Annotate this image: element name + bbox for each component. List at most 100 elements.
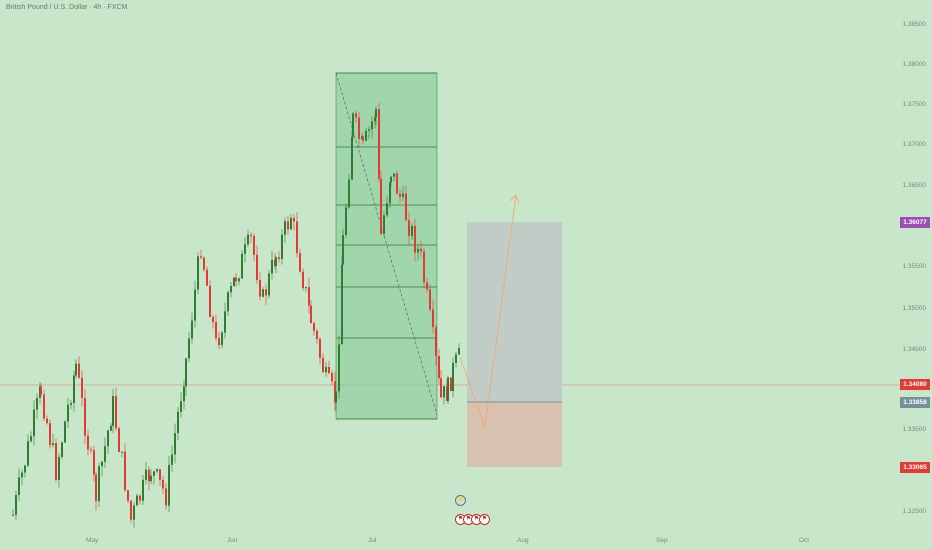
candle-body xyxy=(215,322,217,339)
candle-body xyxy=(49,423,51,446)
candle-body xyxy=(256,254,258,281)
candle-body xyxy=(203,257,205,270)
candle-body xyxy=(284,221,286,235)
candle-body xyxy=(290,217,292,230)
candle-body xyxy=(233,277,235,287)
candle-body xyxy=(73,375,75,404)
candle-body xyxy=(235,277,237,282)
candle-body xyxy=(458,348,460,355)
stop-zone xyxy=(467,402,562,467)
candle-body xyxy=(107,430,109,447)
candle-body xyxy=(271,259,273,274)
candle-body xyxy=(78,363,80,378)
candle-body xyxy=(110,425,112,431)
candle-body xyxy=(162,479,164,489)
candle-body xyxy=(30,436,32,442)
candle-body xyxy=(136,495,138,506)
candle-body xyxy=(21,472,23,478)
candle-body xyxy=(299,253,301,272)
fib-retracement-box xyxy=(335,72,438,420)
candle-body xyxy=(27,441,29,466)
candle-body xyxy=(374,117,376,122)
candle-body xyxy=(75,363,77,376)
price-tick: 1.37500 xyxy=(902,101,927,108)
candle-body xyxy=(93,450,95,475)
candle-body xyxy=(133,505,135,520)
candle-body xyxy=(33,409,35,437)
stop-price-tag[interactable]: 1.33065 xyxy=(900,462,930,473)
candle-body xyxy=(396,173,398,194)
candle-body xyxy=(67,404,69,422)
candle-body xyxy=(206,269,208,286)
price-tick: 1.35000 xyxy=(902,305,927,312)
price-tick: 1.33500 xyxy=(902,426,927,433)
candle-body xyxy=(281,234,283,260)
candle-body xyxy=(345,207,347,236)
candle-body xyxy=(46,418,48,424)
candle-body xyxy=(145,469,147,480)
candle-body xyxy=(24,465,26,473)
price-tick: 1.34500 xyxy=(902,346,927,353)
candle-body xyxy=(405,193,407,221)
candle-body xyxy=(118,428,120,452)
candle-body xyxy=(362,136,364,141)
candle-body xyxy=(352,113,354,137)
entry-price-tag[interactable]: 1.33858 xyxy=(900,397,930,408)
flag-icon-4[interactable]: ⚑ xyxy=(479,514,490,525)
candle-body xyxy=(262,289,264,297)
candle-body xyxy=(355,113,357,118)
candle-body xyxy=(64,421,66,443)
candle-body xyxy=(104,446,106,462)
candle-body xyxy=(414,225,416,253)
candle-body xyxy=(188,338,190,359)
candle-body xyxy=(98,466,100,502)
candle-body xyxy=(121,451,123,453)
candle-body xyxy=(351,136,353,180)
projection-path xyxy=(459,194,517,428)
candle-body xyxy=(194,289,196,321)
candle-body xyxy=(423,251,425,283)
lightning-icon[interactable]: ⚡ xyxy=(455,495,466,506)
candle-body xyxy=(227,292,229,312)
candle-body xyxy=(183,386,185,402)
candle-body xyxy=(268,273,270,296)
symbol-title: British Pound / U.S. Dollar · 4h · FXCM xyxy=(6,4,128,11)
candle-body xyxy=(36,397,38,410)
candle-body xyxy=(90,449,92,451)
candle-body xyxy=(432,309,434,328)
candle-body xyxy=(70,403,72,405)
candle-body xyxy=(253,235,255,255)
candle-body xyxy=(84,398,86,436)
candle-body xyxy=(150,475,152,482)
candle-body xyxy=(411,225,413,237)
candle-body xyxy=(365,130,367,141)
current-price-tag[interactable]: 1.34080 xyxy=(900,379,930,390)
month-label: Jul xyxy=(368,537,377,544)
candle-body xyxy=(247,234,249,245)
candle-body xyxy=(241,253,243,279)
candle-body xyxy=(12,514,14,516)
candle-body xyxy=(319,339,321,358)
candle-body xyxy=(180,401,182,412)
target-price-tag[interactable]: 1.36077 xyxy=(900,217,930,228)
candle-body xyxy=(389,182,391,204)
month-label: Oct xyxy=(799,537,810,544)
candle-body xyxy=(139,495,141,501)
candle-body xyxy=(316,331,318,340)
candle-body xyxy=(112,396,114,426)
month-label: Aug xyxy=(517,537,529,544)
candle-body xyxy=(429,289,431,310)
candle-body xyxy=(440,378,442,398)
candle-body xyxy=(368,129,370,131)
candle-body xyxy=(191,320,193,339)
candle-body xyxy=(378,109,380,179)
candle-body xyxy=(212,316,214,323)
candle-body xyxy=(443,386,445,398)
candle-body xyxy=(287,221,289,230)
candle-body xyxy=(168,464,170,506)
fib-trend-line xyxy=(335,72,438,416)
candle-body xyxy=(130,500,132,520)
candle-body xyxy=(159,469,161,480)
